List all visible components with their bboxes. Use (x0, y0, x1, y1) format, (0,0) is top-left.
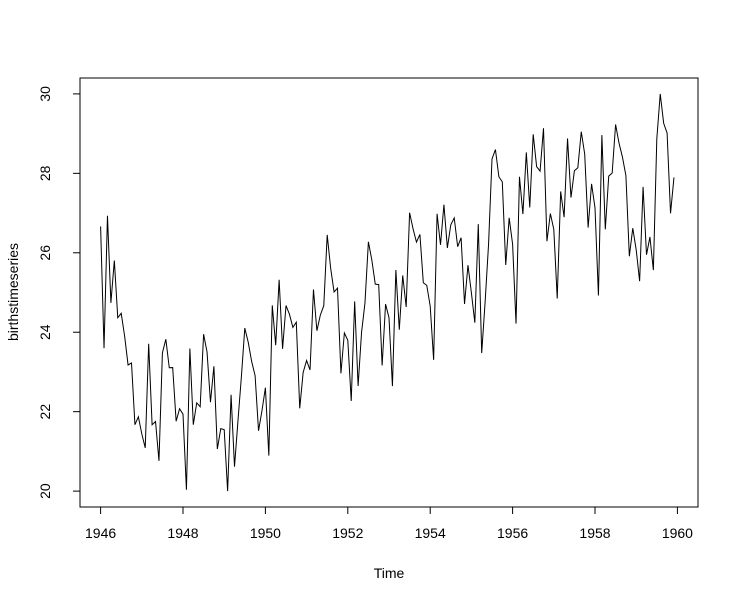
plot-frame (79, 77, 699, 508)
x-axis: 1946 1948 1950 1952 1954 1956 1958 1960 (85, 506, 693, 541)
series-line (100, 93, 675, 492)
y-tick-label: 20 (37, 483, 53, 499)
x-axis-label: Time (374, 565, 405, 581)
x-tick-label: 1954 (415, 525, 446, 541)
x-tick-label: 1950 (250, 525, 281, 541)
x-tick-label: 1948 (167, 525, 198, 541)
y-tick-label: 30 (37, 86, 53, 102)
y-tick-label: 26 (37, 245, 53, 261)
y-tick-label: 28 (37, 165, 53, 181)
y-tick-label: 24 (37, 324, 53, 340)
x-tick-label: 1946 (85, 525, 116, 541)
y-tick-label: 22 (37, 404, 53, 420)
x-tick-label: 1958 (579, 525, 610, 541)
x-tick-label: 1960 (662, 525, 693, 541)
x-tick-label: 1956 (497, 525, 528, 541)
y-axis: 20 22 24 26 28 30 (37, 86, 81, 499)
y-axis-label: birthstimeseries (5, 243, 21, 341)
x-tick-label: 1952 (332, 525, 363, 541)
